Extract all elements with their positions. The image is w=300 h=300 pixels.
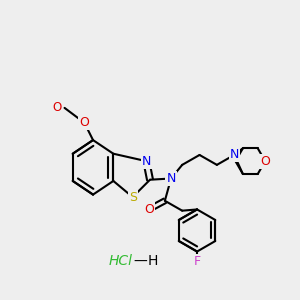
Text: O: O	[80, 116, 89, 129]
Text: F: F	[194, 255, 201, 268]
Text: HCl: HCl	[108, 254, 132, 268]
Text: S: S	[129, 190, 137, 204]
Text: O: O	[53, 101, 62, 114]
Text: N: N	[167, 172, 176, 185]
Text: —: —	[133, 254, 147, 268]
Text: O: O	[260, 154, 270, 168]
Text: N: N	[230, 148, 239, 161]
Text: N: N	[142, 154, 151, 168]
Text: H: H	[147, 254, 158, 268]
Text: O: O	[144, 203, 154, 216]
